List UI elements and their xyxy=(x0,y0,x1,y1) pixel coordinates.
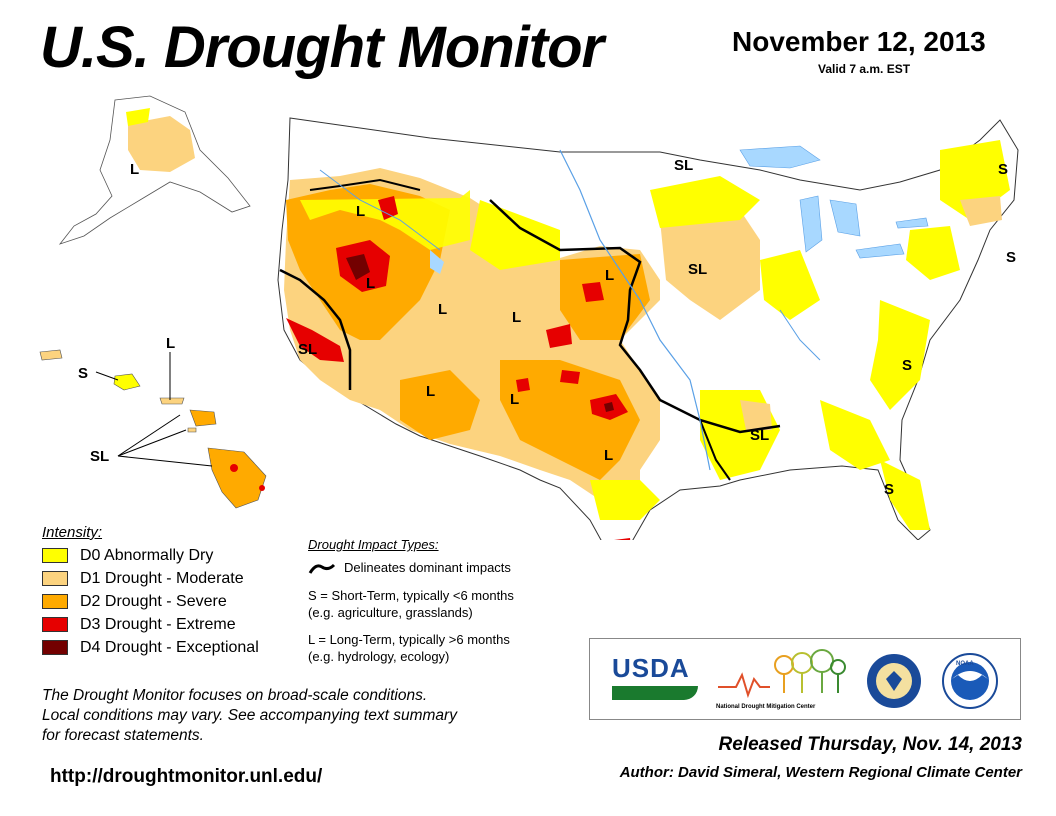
label-ia: SL xyxy=(688,261,707,278)
noaa-seal-icon: NOAA xyxy=(942,653,998,714)
author-credit: Author: David Simeral, Western Regional … xyxy=(619,764,1022,781)
legend-label: D2 Drought - Severe xyxy=(80,592,227,610)
legend-row: D3 Drought - Extreme xyxy=(42,613,259,636)
impact-line-row: Delineates dominant impacts xyxy=(308,560,578,575)
label-id: L xyxy=(438,301,447,318)
label-nw: L xyxy=(356,203,365,220)
label-ms: SL xyxy=(750,427,769,444)
label-ca: SL xyxy=(298,341,317,358)
label-nm: L xyxy=(510,391,519,408)
hawaii: S L SL xyxy=(39,335,267,509)
label-me: S xyxy=(998,161,1008,178)
legend-row: D4 Drought - Exceptional xyxy=(42,636,259,659)
release-date: Released Thursday, Nov. 14, 2013 xyxy=(718,734,1022,755)
noaa-wordmark: NOAA xyxy=(956,661,974,667)
label-ak: L xyxy=(130,161,139,178)
impact-heading: Drought Impact Types: xyxy=(308,537,439,552)
impact-line-label: Delineates dominant impacts xyxy=(344,560,511,575)
alaska: L xyxy=(58,95,251,245)
label-az: L xyxy=(426,383,435,400)
usda-swoosh xyxy=(612,686,698,700)
website-link[interactable]: http://droughtmonitor.unl.edu/ xyxy=(50,766,323,787)
label-hi-l: L xyxy=(166,335,175,352)
page-title: U.S. Drought Monitor xyxy=(40,15,604,80)
ndmc-logo: National Drought Mitigation Center xyxy=(716,647,846,710)
legend-row: D2 Drought - Severe xyxy=(42,590,259,613)
usda-wordmark: USDA xyxy=(612,653,690,683)
legend-row: D0 Abnormally Dry xyxy=(42,544,259,567)
logos-panel: USDA National Drought Mitigation Center xyxy=(589,638,1021,720)
map-date: November 12, 2013 xyxy=(732,26,986,57)
legend-heading: Intensity: xyxy=(42,524,103,541)
valid-time: Valid 7 a.m. EST xyxy=(818,62,911,76)
commerce-seal-icon xyxy=(866,653,922,714)
short-term-line: S = Short-Term, typically <6 months xyxy=(308,588,514,603)
legend-swatch xyxy=(42,548,68,563)
legend-label: D0 Abnormally Dry xyxy=(80,546,214,564)
label-wy: L xyxy=(512,309,521,326)
drought-map: L S L SL xyxy=(39,95,1019,540)
legend-label: D3 Drought - Extreme xyxy=(80,615,236,633)
legend-swatch xyxy=(42,617,68,632)
ndmc-trees-icon xyxy=(718,649,846,699)
legend-label: D1 Drought - Moderate xyxy=(80,569,244,587)
note-line-1: The Drought Monitor focuses on broad-sca… xyxy=(42,687,428,704)
legend-label: D4 Drought - Exceptional xyxy=(80,638,259,656)
impact-line-icon xyxy=(308,563,336,574)
legend-row: D1 Drought - Moderate xyxy=(42,567,259,590)
usda-logo: USDA xyxy=(612,653,698,700)
legend-rows: D0 Abnormally Dry D1 Drought - Moderate D2… xyxy=(42,544,259,659)
label-tx: L xyxy=(604,447,613,464)
label-ne-coast: S xyxy=(1006,249,1016,266)
label-hi-sl: SL xyxy=(90,448,109,465)
disclaimer-note: The Drought Monitor focuses on broad-sca… xyxy=(42,686,562,746)
long-term-example: (e.g. hydrology, ecology) xyxy=(308,649,450,664)
short-term-example: (e.g. agriculture, grasslands) xyxy=(308,605,473,620)
note-line-2: Local conditions may vary. See accompany… xyxy=(42,707,457,724)
label-va: S xyxy=(902,357,912,374)
conus: L L SL L L L L L L SL SL SL S S S S xyxy=(277,117,1019,540)
intensity-legend: Intensity: D0 Abnormally Dry D1 Drought -… xyxy=(42,524,259,659)
legend-swatch xyxy=(42,594,68,609)
long-term-text: L = Long-Term, typically >6 months (e.g.… xyxy=(308,631,578,665)
label-nd: SL xyxy=(674,157,693,174)
legend-swatch xyxy=(42,571,68,586)
label-nv: L xyxy=(366,275,375,292)
long-term-line: L = Long-Term, typically >6 months xyxy=(308,632,510,647)
legend-swatch xyxy=(42,640,68,655)
impact-legend: Drought Impact Types: Delineates dominan… xyxy=(308,537,578,675)
label-ne: L xyxy=(605,267,614,284)
label-ga: S xyxy=(884,481,894,498)
short-term-text: S = Short-Term, typically <6 months (e.g… xyxy=(308,587,578,621)
note-line-3: for forecast statements. xyxy=(42,727,204,744)
label-hi-s: S xyxy=(78,365,88,382)
ndmc-name: National Drought Mitigation Center xyxy=(716,704,816,710)
